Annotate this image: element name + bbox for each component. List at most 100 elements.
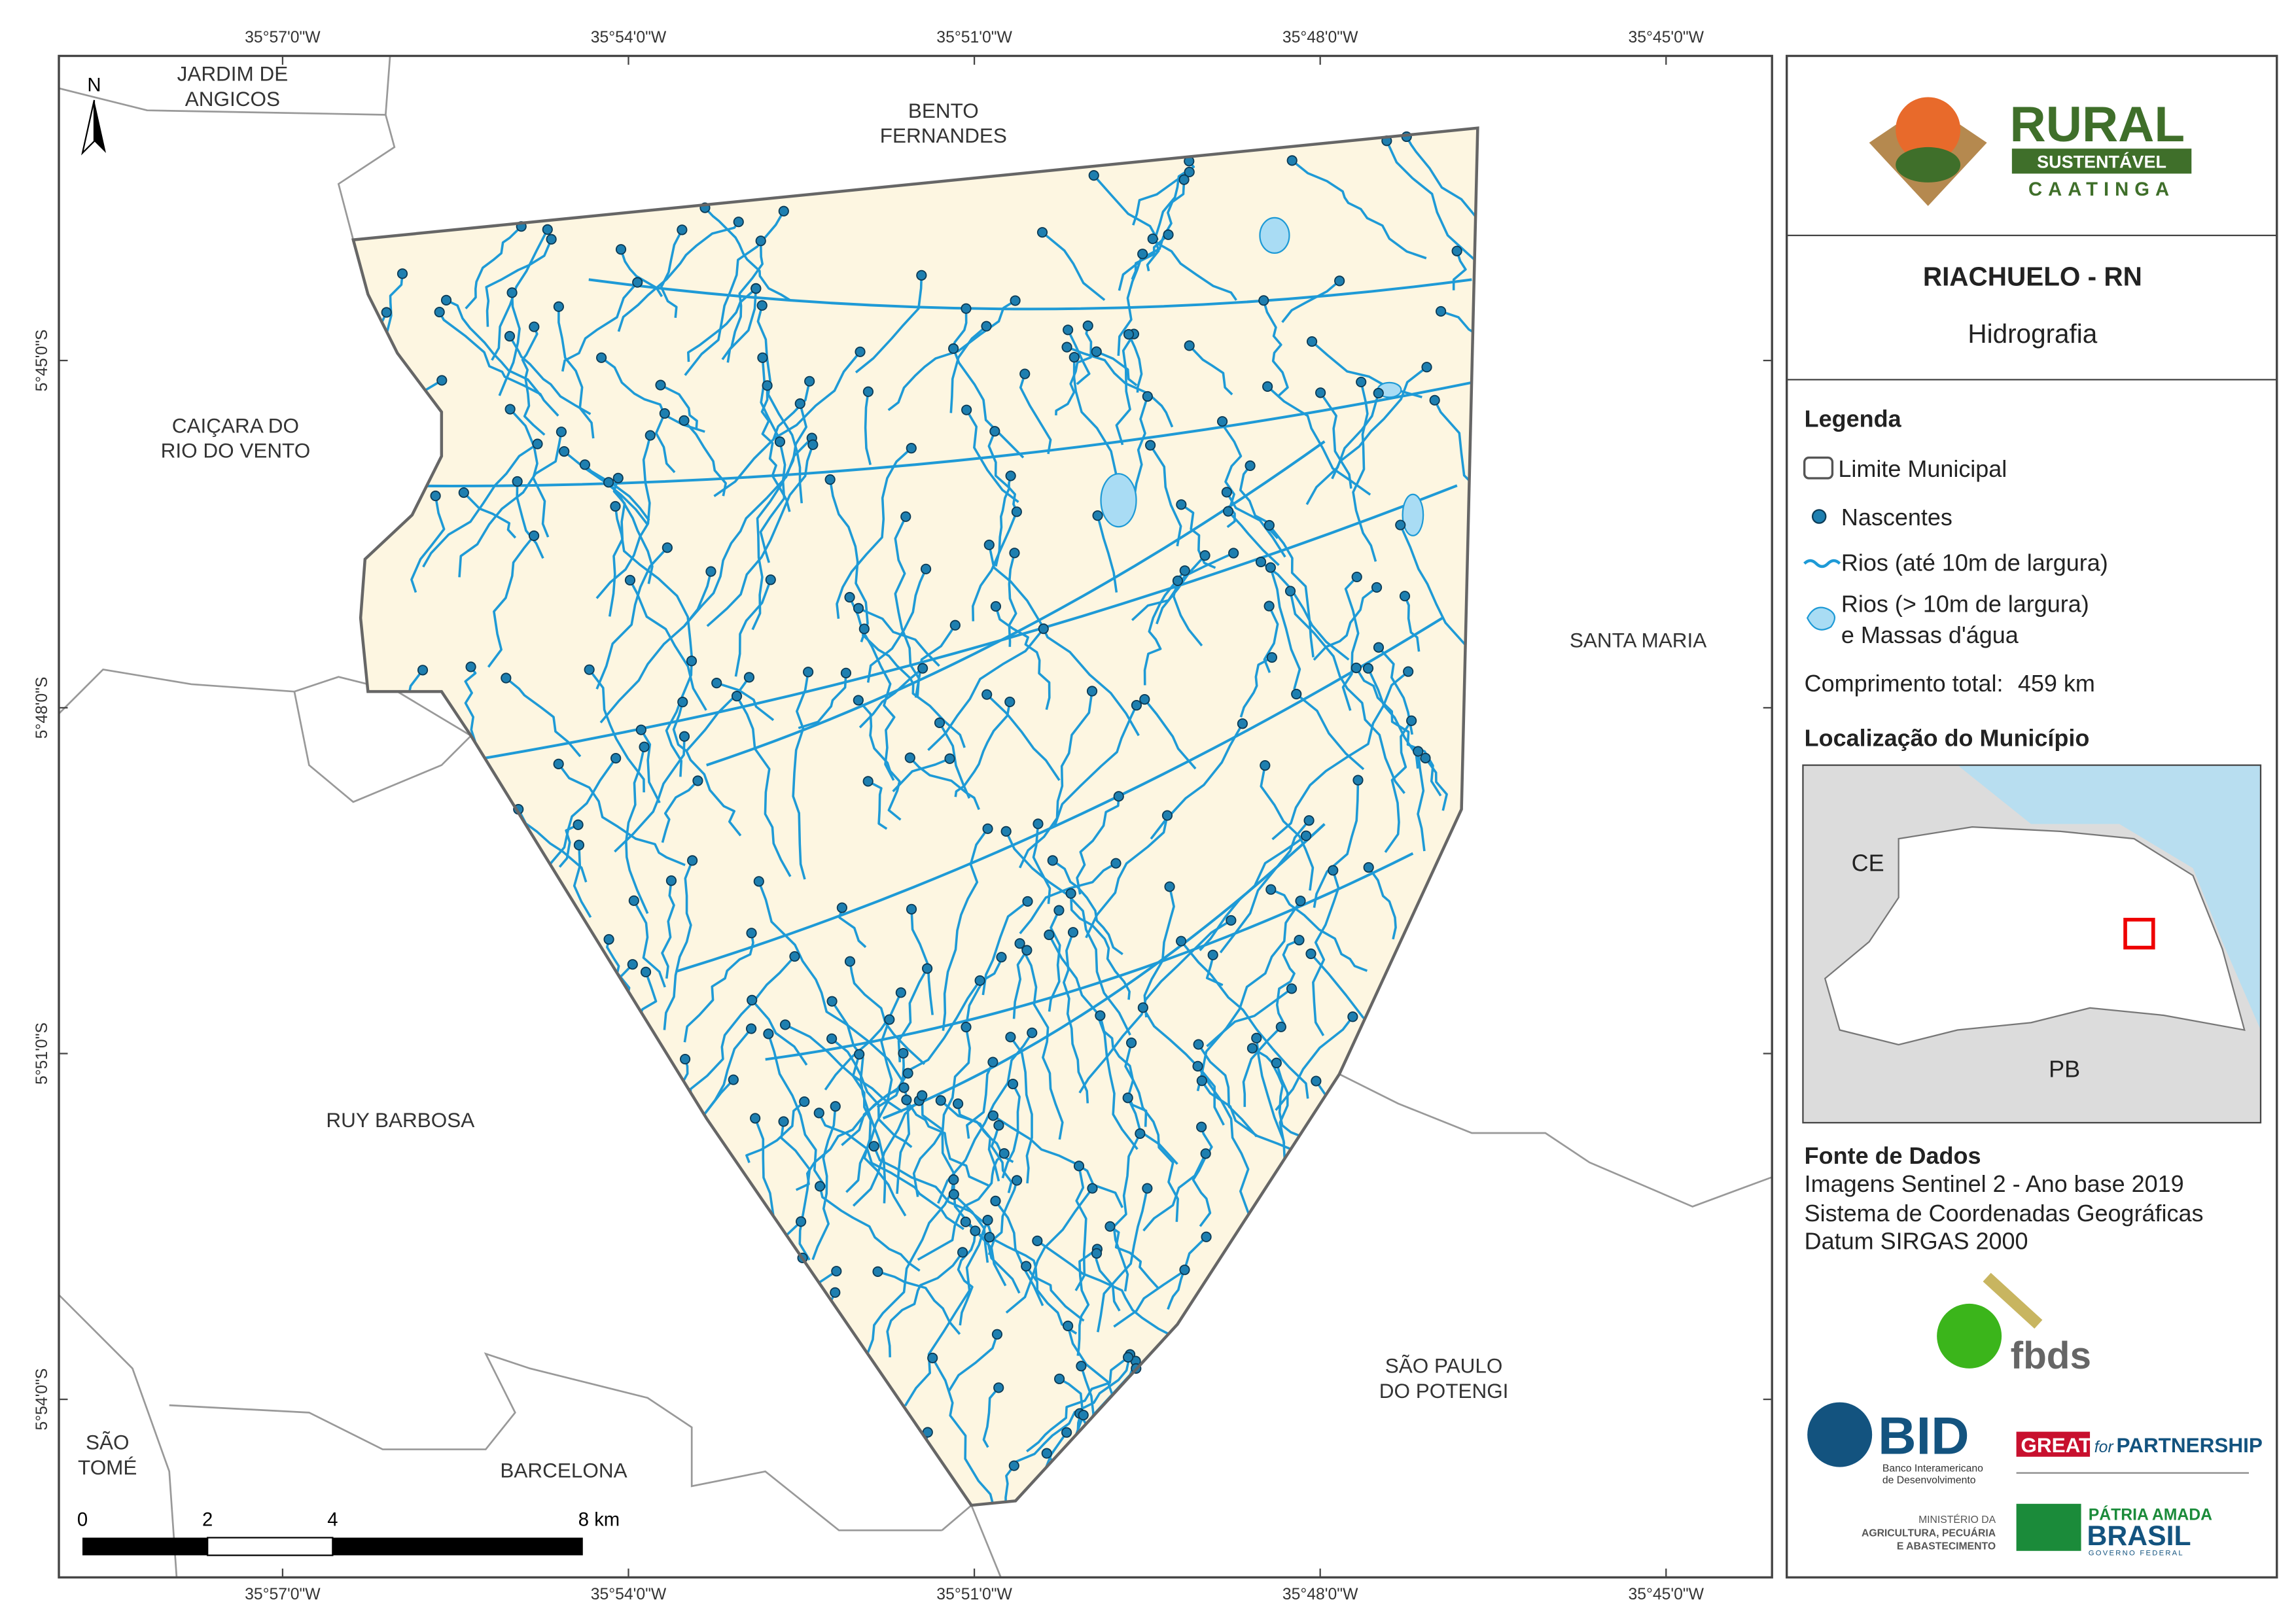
partner-logos: fbds BID Banco Interamericano de Desenvo… bbox=[1807, 1272, 2263, 1558]
spring bbox=[1421, 362, 1432, 373]
spring bbox=[757, 352, 768, 363]
river bbox=[438, 311, 559, 417]
spring bbox=[1104, 1221, 1116, 1232]
spring bbox=[1073, 1161, 1085, 1172]
river bbox=[410, 495, 446, 593]
spring bbox=[559, 445, 570, 457]
spring bbox=[855, 346, 866, 357]
spring bbox=[1027, 1027, 1038, 1038]
river bbox=[1275, 1062, 1289, 1144]
spring bbox=[1228, 548, 1239, 559]
spring bbox=[991, 1329, 1003, 1340]
spring bbox=[982, 1215, 993, 1226]
river bbox=[1026, 1356, 1129, 1453]
river bbox=[765, 852, 1414, 1061]
legend-title: Legenda bbox=[1805, 405, 1902, 432]
river bbox=[851, 1054, 907, 1217]
river bbox=[886, 1251, 964, 1357]
spring bbox=[898, 1082, 910, 1093]
logo-region: CAATINGA bbox=[2028, 179, 2175, 200]
spring bbox=[596, 352, 607, 363]
river bbox=[988, 544, 1140, 737]
neighbor-label: RUY BARBOSA bbox=[326, 1108, 474, 1132]
spring bbox=[753, 876, 764, 887]
bid-text: BID bbox=[1878, 1406, 1969, 1465]
river bbox=[1115, 333, 1135, 445]
river bbox=[987, 430, 1017, 510]
spring bbox=[1113, 791, 1124, 802]
river bbox=[521, 326, 546, 436]
spring bbox=[579, 459, 591, 470]
spring bbox=[692, 775, 703, 786]
river bbox=[1180, 503, 1216, 569]
river bbox=[759, 403, 808, 563]
spring bbox=[430, 490, 441, 502]
spring bbox=[603, 477, 614, 488]
spring bbox=[1207, 949, 1218, 960]
river bbox=[689, 955, 796, 1111]
spring bbox=[458, 487, 469, 498]
logo-tree bbox=[1896, 147, 1961, 183]
river bbox=[1025, 1265, 1078, 1335]
river bbox=[792, 671, 809, 880]
spring bbox=[916, 270, 927, 281]
river bbox=[1440, 310, 1478, 370]
legend-symbol bbox=[1806, 606, 1836, 631]
spring bbox=[920, 563, 932, 574]
spring bbox=[1179, 1265, 1190, 1276]
spring bbox=[1265, 562, 1276, 573]
river bbox=[721, 241, 764, 360]
spring bbox=[1044, 929, 1055, 941]
spring bbox=[512, 476, 523, 487]
spring bbox=[1065, 888, 1076, 899]
spring bbox=[1306, 336, 1318, 347]
spring bbox=[1110, 858, 1122, 869]
river bbox=[1041, 231, 1106, 302]
river bbox=[1117, 253, 1144, 356]
fbds-text: fbds bbox=[2011, 1335, 2091, 1377]
spring bbox=[465, 661, 476, 672]
neighbor-label: ANGICOS bbox=[185, 87, 280, 111]
spring bbox=[1294, 934, 1305, 946]
springs bbox=[381, 131, 1462, 1471]
legend-symbol bbox=[1803, 559, 1841, 568]
spring bbox=[1010, 295, 1021, 306]
spring bbox=[679, 415, 690, 426]
spring bbox=[1255, 556, 1267, 568]
spring bbox=[746, 928, 757, 939]
river bbox=[1377, 646, 1414, 735]
spring bbox=[756, 300, 768, 311]
river bbox=[938, 722, 971, 799]
spring bbox=[1087, 1183, 1098, 1194]
scale-seg bbox=[82, 1537, 208, 1556]
water-body bbox=[1259, 217, 1290, 254]
river bbox=[1127, 334, 1143, 393]
river bbox=[1275, 1016, 1354, 1111]
river bbox=[862, 628, 966, 748]
spring bbox=[1263, 601, 1275, 612]
spring bbox=[1000, 826, 1012, 837]
lat-label: 5°51'0"S bbox=[33, 1022, 51, 1085]
spring bbox=[927, 1352, 938, 1363]
inset-ocean bbox=[1957, 765, 2261, 1030]
river bbox=[1076, 796, 1120, 895]
north-arrow-left bbox=[81, 99, 96, 156]
river bbox=[1266, 385, 1371, 496]
spring bbox=[844, 956, 856, 967]
river bbox=[1226, 491, 1286, 558]
spring bbox=[1163, 229, 1174, 240]
river bbox=[1239, 656, 1273, 718]
spring bbox=[397, 268, 408, 279]
spring bbox=[1033, 818, 1044, 829]
brasil-text: BRASIL bbox=[2087, 1520, 2191, 1552]
spring bbox=[868, 1141, 879, 1152]
spring bbox=[1147, 233, 1158, 245]
bid-sub: Banco Interamericano bbox=[1882, 1463, 1983, 1474]
spring bbox=[1351, 571, 1362, 583]
river bbox=[957, 1230, 977, 1326]
spring bbox=[904, 752, 915, 763]
spring bbox=[998, 1148, 1010, 1159]
river bbox=[1156, 554, 1206, 625]
